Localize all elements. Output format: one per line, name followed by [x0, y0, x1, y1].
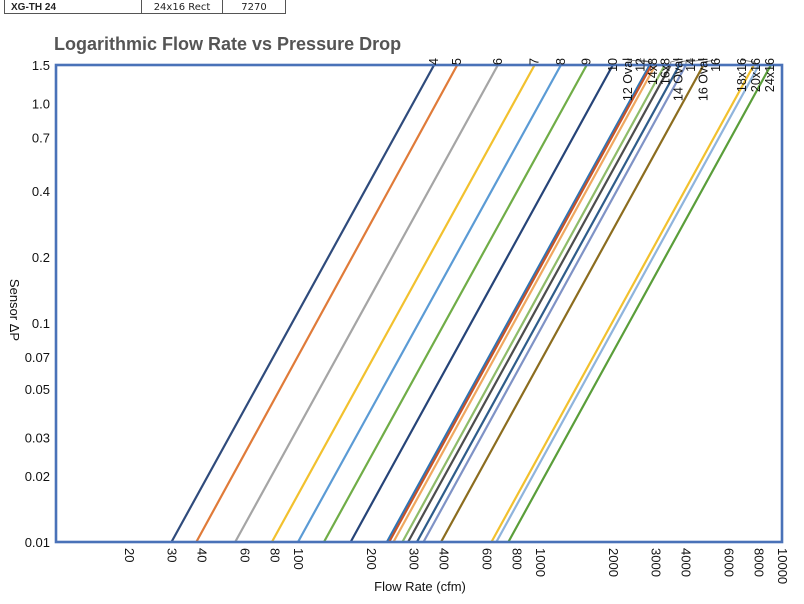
y-tick-label: 1.0 [32, 97, 50, 112]
x-tick-label: 6000 [721, 548, 736, 577]
y-tick-label: 0.03 [25, 430, 50, 445]
x-tick-label: 400 [437, 548, 452, 570]
y-tick-label: 0.02 [25, 469, 50, 484]
series-label: 5 [450, 58, 464, 65]
series-label-leader [670, 58, 679, 64]
y-tick-label: 0.1 [32, 316, 50, 331]
series-label-leader [640, 58, 652, 64]
series-label: 24x16 [763, 58, 777, 92]
x-tick-label: 1000 [533, 548, 548, 577]
y-tick-label: 0.2 [32, 250, 50, 265]
series-line-14 [415, 64, 681, 543]
series-line-20x16 [495, 64, 760, 543]
series-line-8 [297, 64, 562, 543]
series-line-7 [270, 64, 536, 543]
series-label: 12 Oval [621, 58, 635, 101]
series-line-24x16 [507, 64, 772, 543]
x-tick-label: 100 [291, 548, 306, 570]
series-label-leader [741, 58, 755, 64]
series-label: 10 [606, 58, 620, 72]
x-tick-label: 600 [479, 548, 494, 570]
series-line-18x16 [490, 64, 755, 543]
series-label: 18x16 [735, 58, 749, 92]
series-label: 9 [580, 58, 594, 65]
series-label: 6 [491, 58, 505, 65]
series-line-16-oval [422, 64, 687, 543]
series-label-leader [685, 58, 704, 64]
x-tick-label: 10000 [775, 548, 790, 584]
series-label: 12 [634, 58, 648, 72]
x-tick-label: 3000 [648, 548, 663, 577]
series-label: 16 Oval [696, 58, 710, 101]
series-line-14x8 [392, 64, 657, 543]
series-label: 20x16 [749, 58, 763, 92]
y-tick-label: 0.01 [25, 535, 50, 550]
series-line-5 [195, 64, 459, 543]
y-tick-label: 0.05 [25, 382, 50, 397]
chart-title: Logarithmic Flow Rate vs Pressure Drop [54, 34, 402, 54]
x-tick-label: 20 [122, 548, 137, 562]
series-line-6 [234, 64, 499, 543]
series-label: 14 Oval [671, 58, 685, 101]
x-tick-label: 200 [364, 548, 379, 570]
x-axis-label: Flow Rate (cfm) [374, 579, 466, 594]
header-table: XG-TH 24 24x16 Rect 7270 [4, 0, 286, 14]
x-tick-label: 30 [164, 548, 179, 562]
x-tick-label: 80 [268, 548, 283, 562]
series-label-leader [679, 58, 692, 64]
series-label: 14 [684, 58, 698, 72]
x-tick-label: 8000 [752, 548, 767, 577]
series-line-16x8 [401, 64, 666, 543]
series-label-leader [703, 58, 717, 64]
series-label: 14x8 [646, 58, 660, 85]
y-tick-label: 1.5 [32, 58, 50, 73]
x-tick-label: 2000 [606, 548, 621, 577]
y-tick-label: 0.07 [25, 350, 50, 365]
series-label: 7 [528, 58, 542, 65]
series-line-4 [170, 64, 436, 543]
x-tick-label: 800 [510, 548, 525, 570]
plot-frame [54, 63, 784, 544]
series-line-12 [388, 64, 653, 543]
series-line-10 [349, 64, 614, 543]
x-tick-label: 60 [237, 548, 252, 562]
y-tick-label: 0.7 [32, 131, 50, 146]
y-tick-label: 0.4 [32, 184, 50, 199]
series-label: 4 [427, 58, 441, 65]
series-line-16 [440, 64, 705, 543]
x-tick-label: 4000 [679, 548, 694, 577]
series-line-9 [322, 64, 588, 543]
table-row: XG-TH 24 24x16 Rect 7270 [4, 0, 286, 14]
x-tick-label: 40 [195, 548, 210, 562]
x-tick-label: 300 [406, 548, 421, 570]
y-axis-label: Sensor ΔP [7, 279, 22, 341]
series-label: 16 [709, 58, 723, 72]
table-cell-flow: 7270 [222, 0, 286, 14]
series-label-leader [627, 58, 651, 64]
series-label: 16x8 [659, 58, 673, 85]
series-line-14-oval [407, 64, 672, 543]
series-label: 8 [554, 58, 568, 65]
series-line-12-oval [385, 64, 651, 543]
